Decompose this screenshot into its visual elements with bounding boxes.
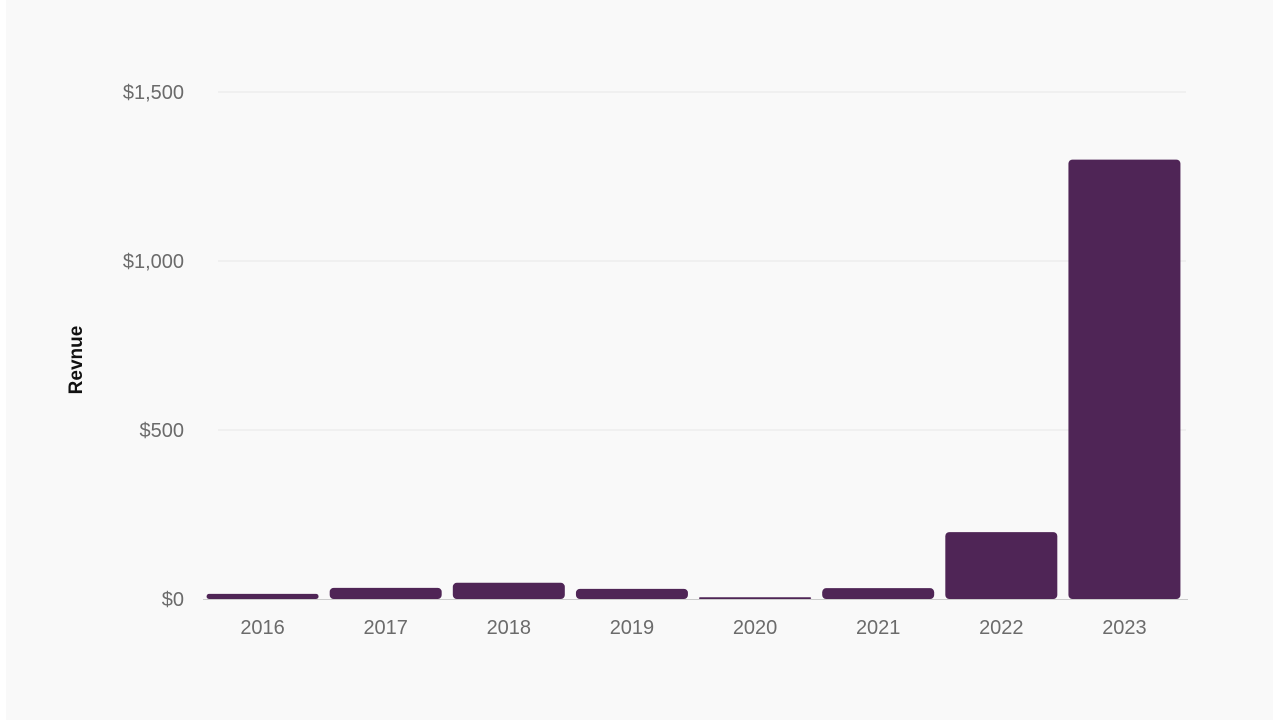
y-tick-label: $1,500 (123, 82, 184, 104)
bars (203, 159, 1188, 600)
y-axis-title: Revnue (66, 326, 87, 395)
bar-2018 (452, 582, 565, 599)
x-tick-label: 2016 (240, 617, 285, 639)
bar-2021 (822, 588, 935, 599)
gridlines (218, 91, 1186, 431)
bar-2019 (575, 588, 688, 599)
y-tick-labels: $0 $500 $1,000 $1,500 (123, 82, 184, 611)
y-tick-label: $1,000 (123, 251, 184, 273)
chart-panel: $0 $500 $1,000 $1,500 2016 2017 2018 2019 2020 2… (6, 0, 1273, 720)
bar-2022 (945, 532, 1058, 599)
x-tick-label: 2021 (856, 617, 901, 639)
y-tick-label: $0 (162, 589, 184, 611)
y-tick-label: $500 (140, 420, 185, 442)
x-tick-labels: 2016 2017 2018 2019 2020 2021 2022 2023 (240, 617, 1146, 639)
x-tick-label: 2018 (487, 617, 532, 639)
x-tick-label: 2020 (733, 617, 778, 639)
x-tick-label: 2017 (363, 617, 408, 639)
bar-2017 (329, 587, 442, 599)
bar-2020 (699, 597, 812, 599)
x-tick-label: 2019 (610, 617, 655, 639)
x-tick-label: 2023 (1102, 617, 1147, 639)
revenue-bar-chart: $0$500$1,000$1,500 2016 2017 2018 2019 2020 2… (66, 82, 1188, 639)
bar-2016 (206, 593, 319, 599)
bar-2023 (1068, 159, 1181, 599)
x-tick-label: 2022 (979, 617, 1024, 639)
